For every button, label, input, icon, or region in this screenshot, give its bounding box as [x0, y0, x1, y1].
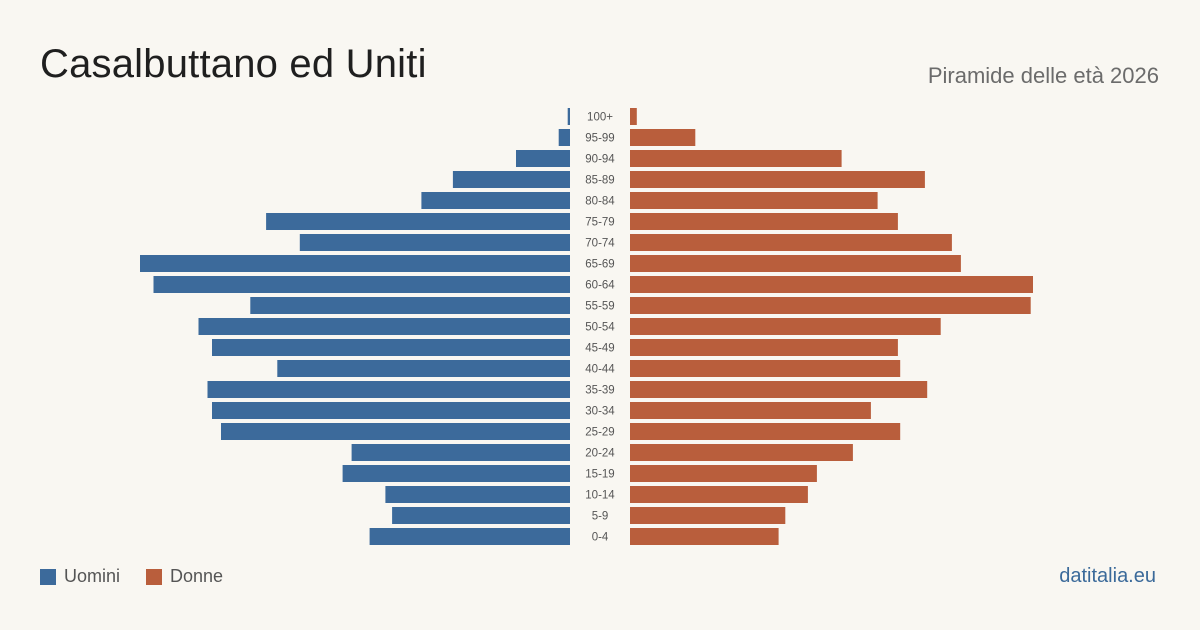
bar-women-65-69 [630, 255, 961, 272]
bar-women-75-79 [630, 213, 898, 230]
age-group-label: 75-79 [585, 217, 614, 229]
bar-men-90-94 [516, 150, 570, 167]
bar-men-20-24 [351, 444, 570, 461]
age-group-label: 5-9 [592, 511, 609, 523]
bar-men-25-29 [221, 423, 570, 440]
bar-men-15-19 [342, 465, 570, 482]
chart-subtitle: Piramide delle età 2026 [927, 63, 1159, 88]
age-group-label: 0-4 [592, 532, 609, 544]
age-group-label: 100+ [587, 112, 613, 124]
legend-item-men: Uomini [40, 566, 120, 587]
bar-women-70-74 [630, 234, 952, 251]
age-group-label: 35-39 [585, 385, 614, 397]
bar-men-80-84 [421, 192, 570, 209]
legend-label-men: Uomini [64, 566, 121, 586]
age-group-label: 85-89 [585, 175, 614, 187]
bar-women-0-4 [630, 528, 779, 545]
bar-men-30-34 [212, 402, 570, 419]
bar-men-0-4 [369, 528, 570, 545]
bar-men-85-89 [452, 171, 570, 188]
age-group-label: 55-59 [585, 301, 614, 313]
bar-women-15-19 [630, 465, 817, 482]
age-group-label: 95-99 [585, 133, 614, 145]
bar-women-10-14 [630, 486, 808, 503]
bar-women-95-99 [630, 129, 696, 146]
legend-item-women: Donne [146, 566, 223, 587]
bar-men-100+ [567, 108, 570, 125]
bar-women-60-64 [630, 276, 1033, 293]
age-group-label: 80-84 [585, 196, 615, 208]
age-group-label: 60-64 [585, 280, 615, 292]
age-group-label: 20-24 [585, 448, 615, 460]
bar-women-5-9 [630, 507, 786, 524]
age-group-label: 50-54 [585, 322, 615, 334]
age-group-label: 40-44 [585, 364, 615, 376]
bar-men-40-44 [277, 360, 570, 377]
bar-men-10-14 [385, 486, 570, 503]
age-group-label: 15-19 [585, 469, 614, 481]
bar-men-75-79 [266, 213, 570, 230]
age-group-label: 45-49 [585, 343, 614, 355]
bar-men-45-49 [212, 339, 570, 356]
bar-women-100+ [630, 108, 637, 125]
bar-men-50-54 [198, 318, 570, 335]
bar-women-35-39 [630, 381, 928, 398]
bar-women-30-34 [630, 402, 871, 419]
bar-women-25-29 [630, 423, 901, 440]
bar-men-55-59 [250, 297, 571, 314]
bar-women-90-94 [630, 150, 842, 167]
bar-women-55-59 [630, 297, 1031, 314]
source-link[interactable]: datitalia.eu [1059, 565, 1156, 587]
bar-men-70-74 [299, 234, 570, 251]
bar-women-50-54 [630, 318, 941, 335]
bar-men-5-9 [392, 507, 570, 524]
age-group-label: 70-74 [585, 238, 615, 250]
age-group-label: 30-34 [585, 406, 615, 418]
age-group-label: 90-94 [585, 154, 615, 166]
bar-men-95-99 [558, 129, 570, 146]
legend: Uomini Donne [40, 566, 249, 587]
age-group-label: 25-29 [585, 427, 614, 439]
bar-men-65-69 [140, 255, 570, 272]
bar-men-60-64 [153, 276, 570, 293]
legend-swatch-women [146, 568, 163, 585]
bar-women-40-44 [630, 360, 901, 377]
bar-women-20-24 [630, 444, 853, 461]
legend-swatch-men [40, 568, 56, 585]
chart-title: Casalbuttano ed Uniti [40, 42, 427, 86]
bar-women-45-49 [630, 339, 898, 356]
age-group-label: 65-69 [585, 259, 614, 271]
bar-men-35-39 [207, 381, 570, 398]
bar-women-80-84 [630, 192, 878, 209]
age-group-label: 10-14 [585, 490, 615, 502]
bar-women-85-89 [630, 171, 925, 188]
legend-label-women: Donne [170, 566, 224, 586]
